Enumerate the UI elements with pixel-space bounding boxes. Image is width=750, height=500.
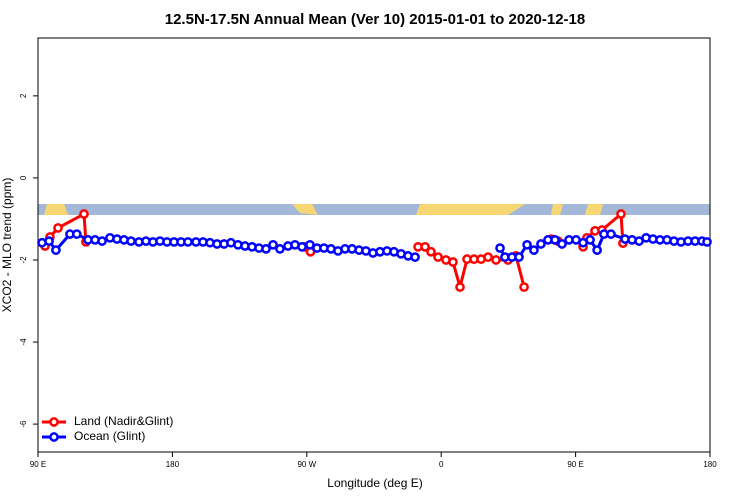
- legend: Land (Nadir&Glint)Ocean (Glint): [42, 414, 173, 443]
- data-point: [97, 236, 107, 246]
- legend-marker: [49, 432, 59, 442]
- data-point: [261, 244, 271, 254]
- data-point: [71, 229, 82, 239]
- data-point: [79, 209, 89, 219]
- data-point: [53, 223, 63, 233]
- data-point: [268, 239, 278, 250]
- y-tick-label: -6: [19, 420, 28, 428]
- data-point: [51, 245, 61, 255]
- data-point: [616, 209, 626, 219]
- data-point: [557, 239, 567, 249]
- data-point: [519, 282, 529, 292]
- y-tick-label: -4: [19, 338, 28, 346]
- data-point: [514, 252, 524, 262]
- data-point: [426, 246, 436, 257]
- data-point: [495, 243, 505, 253]
- x-tick-label: 0: [439, 460, 444, 469]
- x-tick-label: 90 W: [297, 460, 316, 469]
- data-point: [433, 252, 443, 262]
- data-point: [483, 252, 493, 262]
- data-point: [491, 255, 501, 265]
- data-point: [448, 257, 458, 267]
- data-point: [536, 239, 546, 249]
- x-axis-label: Longitude (deg E): [327, 476, 422, 490]
- data-point: [529, 245, 539, 255]
- data-point: [592, 245, 602, 255]
- x-tick-label: 90 E: [567, 460, 583, 469]
- x-tick-label: 180: [703, 460, 717, 469]
- data-point: [183, 237, 193, 247]
- legend-label: Ocean (Glint): [74, 429, 145, 443]
- x-tick-label: 180: [166, 460, 180, 469]
- data-point: [297, 241, 307, 252]
- y-tick-label: 0: [19, 175, 28, 180]
- legend-marker: [49, 417, 59, 427]
- data-point: [585, 235, 595, 245]
- data-point: [420, 241, 430, 252]
- x-tick-label: 90 E: [30, 460, 46, 469]
- data-point: [126, 236, 136, 246]
- data-point: [702, 237, 712, 247]
- legend-label: Land (Nadir&Glint): [74, 414, 173, 428]
- y-tick-label: -2: [19, 256, 28, 264]
- data-point: [275, 244, 285, 254]
- data-point: [455, 282, 465, 292]
- data-point: [410, 252, 420, 262]
- data-point: [550, 235, 560, 245]
- data-point: [44, 236, 54, 246]
- chart-title: 12.5N-17.5N Annual Mean (Ver 10) 2015-01…: [165, 11, 585, 28]
- land-ocean-strip: [38, 204, 710, 215]
- y-tick-label: 2: [19, 93, 28, 98]
- data-point: [522, 239, 532, 250]
- data-point: [606, 229, 616, 239]
- y-axis-label: XCO2 - MLO trend (ppm): [0, 178, 14, 313]
